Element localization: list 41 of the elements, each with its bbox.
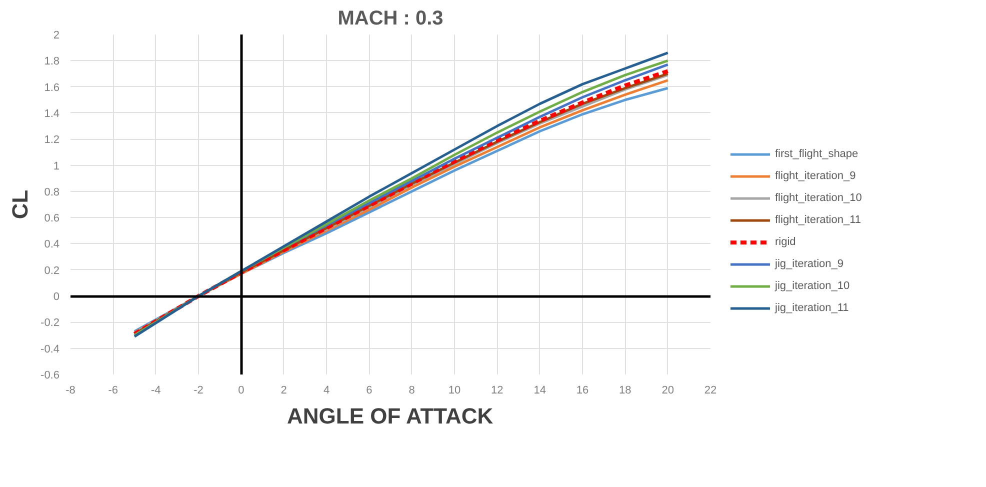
legend-label: flight_iteration_9 <box>775 170 856 182</box>
x-tick-label: 4 <box>323 384 330 396</box>
y-tick-label: 0 <box>53 291 60 304</box>
x-tick-label: 6 <box>366 384 372 396</box>
legend-label: rigid <box>775 236 796 248</box>
legend-label: jig_iteration_10 <box>775 280 850 292</box>
y-tick-label: 0.8 <box>44 186 60 198</box>
x-tick-label: 2 <box>280 384 287 396</box>
y-tick-label: 1 <box>53 160 60 172</box>
legend-label: first_flight_shape <box>775 148 858 160</box>
x-tick-label: 20 <box>662 384 674 396</box>
x-tick-label: 16 <box>576 384 589 396</box>
x-tick-label: 18 <box>619 384 632 396</box>
y-tick-label: 1.4 <box>44 108 60 120</box>
x-tick-label: 12 <box>491 384 504 396</box>
x-axis-title: ANGLE OF ATTACK <box>287 404 494 428</box>
x-tick-label: -8 <box>66 384 76 396</box>
y-tick-label: 1.6 <box>44 82 60 94</box>
y-tick-label: 2 <box>53 30 60 42</box>
y-tick-label: 0.4 <box>44 238 60 251</box>
y-tick-label: -0.6 <box>40 370 60 382</box>
legend-label: jig_iteration_11 <box>775 302 849 314</box>
legend-label: jig_iteration_9 <box>775 258 844 270</box>
y-tick-label: 1.8 <box>44 56 60 68</box>
chart-title: MACH : 0.3 <box>338 8 444 30</box>
y-tick-label: 0.6 <box>44 212 60 225</box>
x-tick-label: 10 <box>448 384 461 396</box>
x-tick-label: -2 <box>194 384 204 396</box>
x-tick-label: 0 <box>238 384 244 396</box>
y-tick-label: 1.2 <box>44 134 60 146</box>
x-tick-label: 8 <box>408 384 415 396</box>
y-tick-label: -0.2 <box>40 317 60 330</box>
legend-label: flight_iteration_11 <box>775 214 862 226</box>
y-tick-label: -0.4 <box>40 343 60 356</box>
x-tick-label: -4 <box>150 384 161 396</box>
x-tick-label: 22 <box>704 384 717 396</box>
x-tick-label: -6 <box>108 384 118 396</box>
y-tick-label: 0.2 <box>44 264 60 277</box>
y-axis-title: CL <box>8 190 32 220</box>
x-tick-label: 14 <box>534 384 546 396</box>
legend-label: flight_iteration_10 <box>775 192 862 204</box>
